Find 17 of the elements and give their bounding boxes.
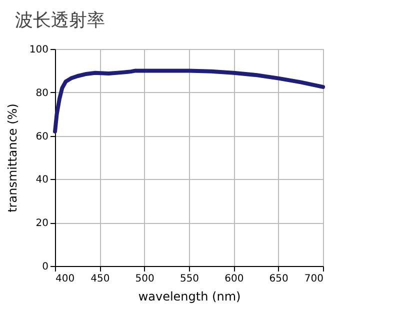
x-tick-label: 600 <box>224 274 244 284</box>
y-tick-label: 20 <box>36 218 48 230</box>
y-tick-label: 80 <box>36 88 48 99</box>
x-tick-label: 400 <box>56 274 75 284</box>
x-tick-label: 500 <box>135 274 154 284</box>
x-tick-label: 650 <box>269 274 288 284</box>
chart-title: 波长透射率 <box>15 10 105 31</box>
line-series <box>53 68 325 134</box>
y-tick-label: 40 <box>36 174 48 186</box>
x-tick-label: 700 <box>304 274 324 284</box>
y-tick-label: 0 <box>42 262 48 272</box>
x-axis-title: wavelength (nm) <box>138 290 241 304</box>
y-axis-title: transmittance (%) <box>5 104 20 212</box>
x-tick-label: 550 <box>180 274 200 284</box>
y-tick-label: 60 <box>36 131 48 142</box>
x-tick-label: 450 <box>90 274 110 284</box>
y-tick-label: 100 <box>29 44 48 56</box>
